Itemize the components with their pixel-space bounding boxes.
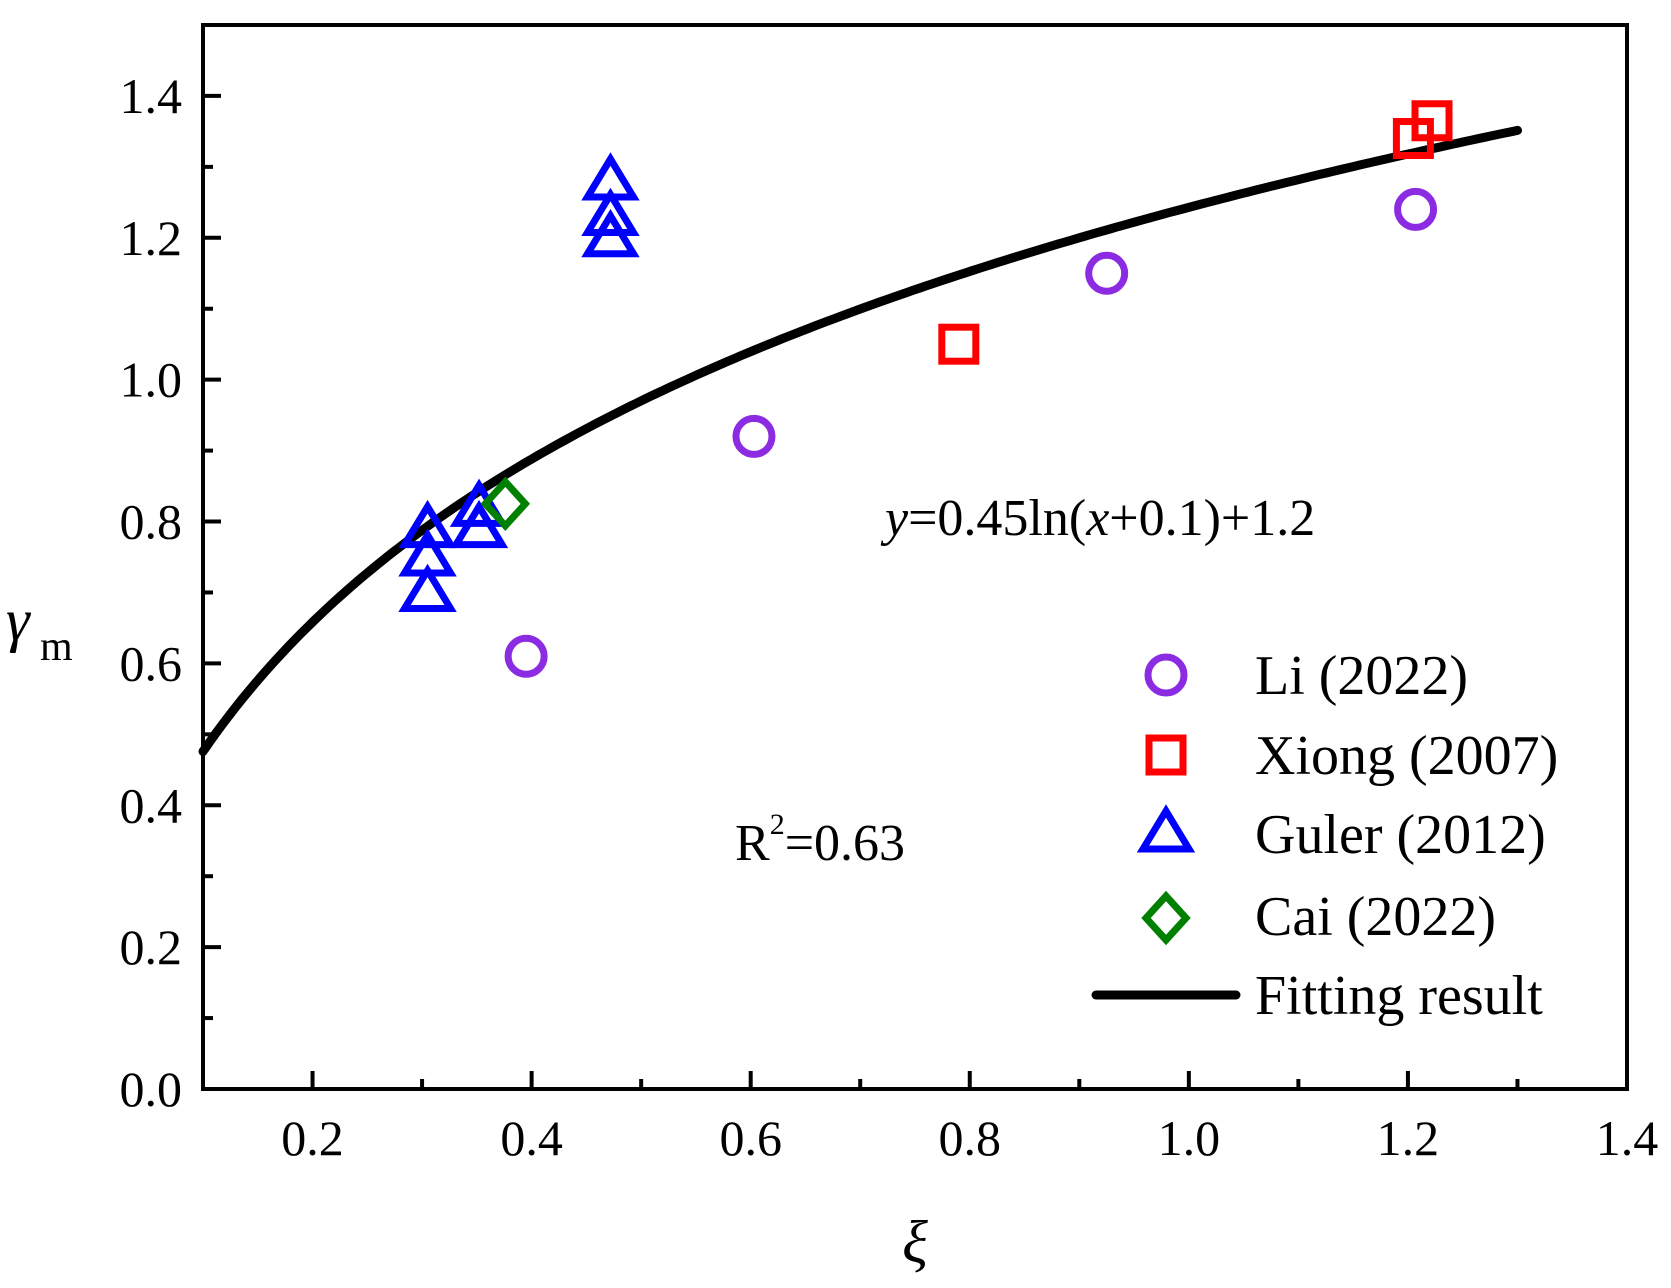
legend-item-xiong: Xiong (2007): [1145, 725, 1558, 787]
legend-label-cai: Cai (2022): [1255, 886, 1496, 948]
svg-text:γ: γ: [6, 587, 31, 653]
y-axis-tick-labels: 0.0 0.2 0.4 0.6 0.8 1.0 1.2 1.4: [120, 68, 183, 1117]
y-tick-label: 1.2: [120, 210, 183, 266]
y-tick-label: 0.4: [120, 777, 183, 833]
data-point-triangle: [581, 152, 640, 201]
x-tick-label: 1.0: [1158, 1110, 1221, 1166]
x-tick-label: 1.4: [1596, 1110, 1659, 1166]
data-point-circle: [504, 634, 548, 678]
legend-item-cai: Cai (2022): [1141, 886, 1496, 948]
y-tick-label: 1.0: [120, 352, 183, 408]
data-point-square: [1411, 100, 1453, 142]
x-tick-label: 1.2: [1377, 1110, 1440, 1166]
y-tick-label: 0.0: [120, 1061, 183, 1117]
y-axis-ticks: [203, 23, 221, 1091]
legend-marker-triangle: [1136, 804, 1196, 853]
x-axis-tick-labels: 0.2 0.4 0.6 0.8 1.0 1.2 1.4: [281, 1110, 1658, 1166]
data-point-triangle: [581, 187, 640, 237]
y-axis-title: γ m: [6, 587, 73, 670]
legend-label-xiong: Xiong (2007): [1255, 725, 1558, 787]
data-markers: [398, 100, 1453, 678]
legend-marker-diamond: [1141, 890, 1191, 946]
legend-marker-circle: [1144, 653, 1188, 697]
data-point-circle: [1085, 251, 1129, 295]
x-tick-label: 0.4: [500, 1110, 563, 1166]
y-tick-label: 0.6: [120, 635, 183, 691]
data-point-triangle: [398, 528, 457, 577]
y-tick-label: 0.2: [120, 919, 183, 975]
legend-item-guler: Guler (2012): [1136, 804, 1546, 866]
legend-item-fit: Fitting result: [1091, 965, 1543, 1027]
data-point-circle: [732, 414, 776, 458]
y-tick-label: 0.8: [120, 494, 183, 550]
legend-label-li: Li (2022): [1255, 645, 1468, 707]
data-point-circle: [1394, 187, 1438, 231]
equation-annotation: y=0.45ln(x+0.1)+1.2: [880, 490, 1315, 547]
y-axis-title-subscript: m: [40, 624, 73, 670]
legend-item-li: Li (2022): [1144, 645, 1468, 707]
x-tick-label: 0.6: [719, 1110, 782, 1166]
data-point-diamond: [480, 476, 531, 532]
data-point-triangle: [398, 563, 457, 612]
data-point-square: [938, 323, 980, 365]
x-axis-title: ξ: [902, 1209, 928, 1275]
fit-curve: [198, 125, 1522, 756]
x-axis-ticks: [201, 1071, 1629, 1089]
data-point-triangle: [398, 499, 457, 549]
plot-frame: [201, 23, 1629, 1091]
y-tick-label: 1.4: [120, 68, 183, 124]
x-tick-label: 0.2: [281, 1110, 344, 1166]
legend-marker-square: [1145, 734, 1187, 776]
r-squared-annotation: R2=0.63: [735, 808, 905, 872]
legend-label-guler: Guler (2012): [1255, 804, 1546, 866]
legend-label-fit: Fitting result: [1255, 965, 1543, 1027]
x-tick-label: 0.8: [939, 1110, 1002, 1166]
legend: Li (2022) Xiong (2007) Guler (2012) Cai …: [1091, 645, 1558, 1027]
